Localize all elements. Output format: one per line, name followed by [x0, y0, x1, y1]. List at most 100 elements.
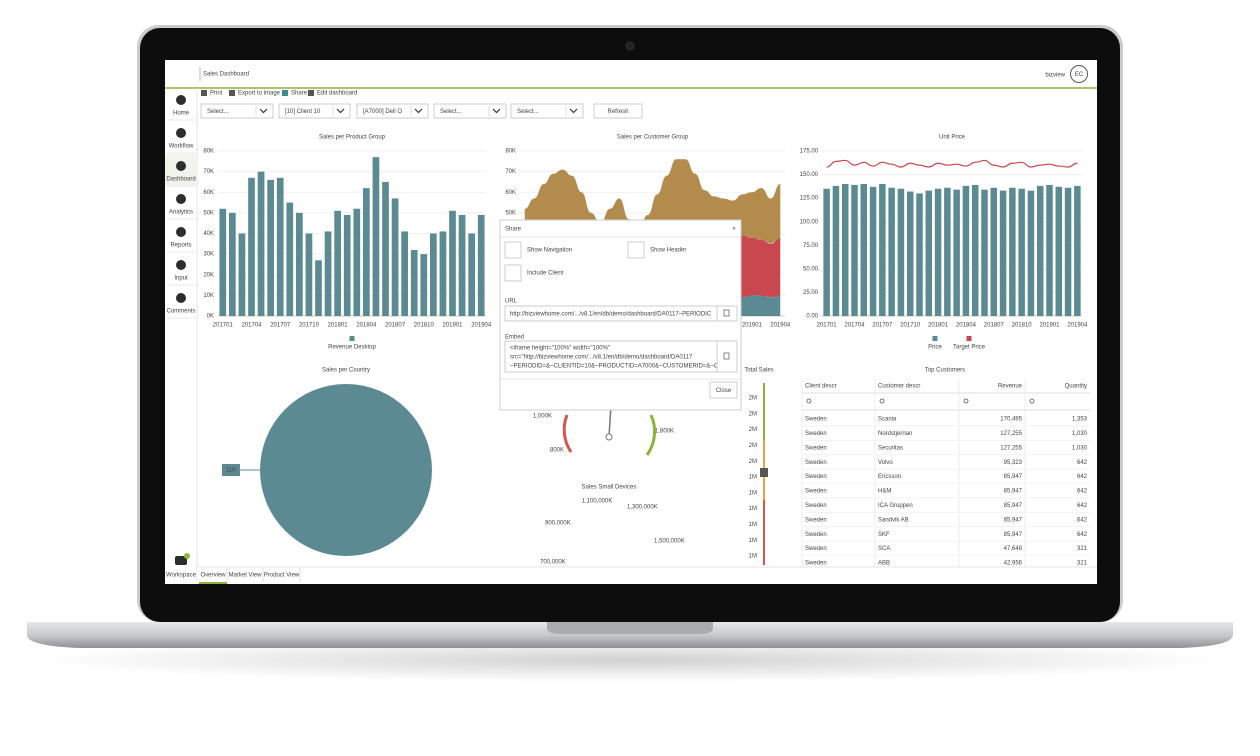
y-tick-label: 60K: [505, 190, 516, 196]
copy-button[interactable]: [716, 340, 738, 373]
workspace-icon[interactable]: [175, 556, 187, 565]
bar: [286, 202, 294, 316]
y-tick-label: 100.00: [800, 219, 819, 225]
bar: [869, 186, 877, 316]
nav-label[interactable]: Home: [173, 111, 190, 117]
bar: [916, 193, 923, 316]
x-tick-label: 201807: [385, 323, 406, 329]
refresh-label[interactable]: Refresh: [607, 109, 628, 115]
nav-label[interactable]: Dashboard: [166, 177, 195, 183]
y-tick-label: 150.00: [800, 172, 819, 178]
filter-select[interactable]: [356, 103, 429, 119]
data-label-box: [222, 464, 240, 476]
bar: [257, 171, 265, 316]
bar: [305, 233, 313, 316]
filter-select[interactable]: [200, 103, 274, 119]
gauge-pointer: [760, 468, 768, 477]
y-tick-label: 70K: [203, 169, 214, 175]
gauge-title: Total Sales: [744, 368, 773, 374]
y-tick-label: 175.00: [800, 149, 819, 155]
embed-input[interactable]: [504, 340, 718, 373]
tab[interactable]: Market View: [229, 573, 263, 579]
table-cell: 95,323: [1004, 460, 1023, 466]
nav-icon[interactable]: [176, 260, 186, 270]
dashboard: Sales Dashboard bizview EC Home Workflow Dash…: [165, 60, 1097, 584]
table-cell: 642: [1077, 503, 1088, 509]
filter-select[interactable]: [510, 103, 584, 119]
bar: [401, 231, 408, 316]
gauge-label: 1,000K: [533, 414, 552, 420]
gauge-label: 2M: [749, 459, 757, 465]
x-tick-label: 201904: [471, 323, 492, 329]
filter-select[interactable]: [433, 103, 507, 119]
refresh-button[interactable]: [593, 103, 643, 119]
bar: [449, 210, 456, 316]
table-cell: 85,947: [1004, 532, 1023, 538]
bar: [353, 208, 361, 316]
checkbox-label: Show Header: [650, 248, 686, 254]
nav-icon[interactable]: [176, 194, 186, 204]
nav-label[interactable]: Reports: [170, 243, 191, 249]
nav-label[interactable]: Input: [174, 276, 188, 282]
x-tick-label: 201807: [984, 323, 1005, 329]
y-tick-label: 75.00: [803, 243, 819, 249]
nav-icon[interactable]: [176, 128, 186, 138]
legend-label: Revenue Desktop: [328, 345, 376, 351]
toolbar-button[interactable]: Export to image: [238, 91, 281, 97]
toolbar-button[interactable]: Edit dashboard: [317, 91, 357, 97]
toolbar-button[interactable]: Print: [210, 91, 223, 97]
table-cell: 42,956: [1004, 561, 1023, 567]
toolbar-icon: [201, 90, 207, 96]
gauge-label: 700,000K: [540, 560, 566, 566]
x-tick-label: 201810: [414, 323, 435, 329]
url-text: http://bizviewhome.com/.../v8.1/en/db/de…: [510, 312, 712, 318]
filter-select[interactable]: [278, 103, 351, 119]
checkbox[interactable]: [504, 241, 522, 259]
filter-chevron: [259, 108, 268, 114]
close-button[interactable]: [709, 381, 738, 399]
workspace-label[interactable]: Workspace: [166, 573, 197, 579]
bar: [944, 187, 951, 316]
bar: [925, 190, 933, 316]
table-cell: 127,255: [1000, 445, 1022, 451]
nav-icon[interactable]: [176, 227, 186, 237]
table-cell: Ericsson: [878, 474, 901, 480]
y-tick-label: 0K: [207, 314, 214, 320]
nav-label[interactable]: Workflow: [169, 144, 194, 150]
filter-value: Select...: [440, 109, 462, 115]
bar: [879, 184, 886, 316]
y-tick-label: 50K: [505, 210, 516, 216]
checkbox[interactable]: [627, 241, 645, 259]
bar: [823, 188, 830, 316]
user-avatar[interactable]: [1070, 65, 1088, 83]
close-button-label[interactable]: Close: [716, 388, 732, 394]
tab[interactable]: Product View: [264, 573, 300, 579]
x-tick-label: 201904: [770, 323, 791, 329]
y-tick-label: 0.00: [806, 314, 818, 320]
dialog-close[interactable]: ×: [732, 227, 736, 233]
table-cell: Sweden: [805, 561, 827, 567]
toolbar-button[interactable]: Share: [291, 91, 308, 97]
table-cell: Sweden: [805, 503, 827, 509]
embed-text: src="http://bizviewhome.com/.../v8.1/en/…: [510, 355, 693, 361]
nav-icon[interactable]: [176, 95, 186, 105]
nav-label[interactable]: Comments: [166, 309, 195, 315]
bar: [391, 198, 399, 316]
checkbox[interactable]: [504, 264, 522, 282]
nav-label[interactable]: Analytics: [169, 210, 193, 216]
nav-icon[interactable]: [176, 161, 186, 171]
table-cell: 642: [1077, 474, 1088, 480]
copy-button[interactable]: [716, 305, 738, 322]
gauge-label: 1,300,000K: [627, 505, 658, 511]
dialog-title: Share: [505, 227, 522, 233]
checkbox-label: Include Client: [527, 271, 564, 277]
table-title: Top Customers: [925, 368, 965, 374]
y-tick-label: 10K: [203, 293, 214, 299]
chart-title: Sales per Customer Group: [617, 135, 689, 141]
search-icon: [879, 398, 885, 404]
gauge-label: 1,100,000K: [582, 499, 613, 505]
gauge-label: 800K: [550, 448, 564, 454]
filter-chevron: [569, 108, 578, 114]
nav-icon[interactable]: [176, 293, 186, 303]
tab[interactable]: Overview: [200, 573, 226, 579]
